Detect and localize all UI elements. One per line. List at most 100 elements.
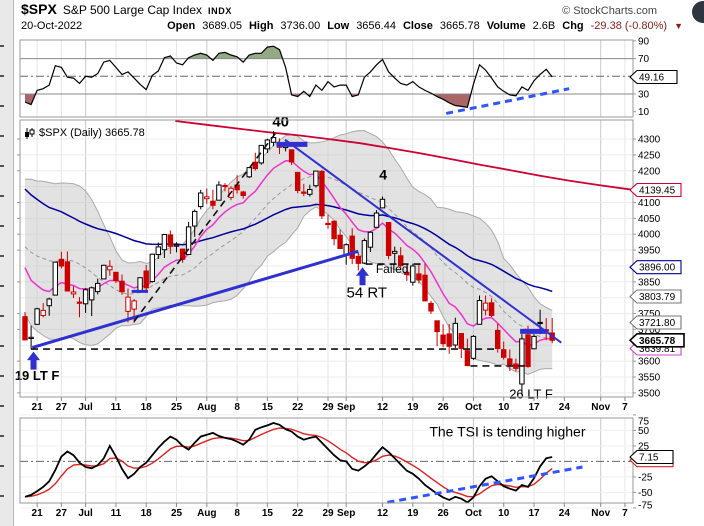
x-axis-label: 10 [498, 402, 510, 413]
x-axis-label: Jul [78, 402, 93, 413]
x-axis-label: 11 [111, 402, 122, 413]
x-axis-label: 21 [32, 508, 44, 519]
svg-text:3721.80: 3721.80 [639, 318, 676, 329]
x-axis-label: 11 [111, 508, 122, 519]
x-axis-label: 7 [622, 402, 628, 413]
chg-label: Chg [562, 20, 584, 32]
x-axis-label: 18 [141, 402, 153, 413]
x-axis-label: 17 [528, 402, 540, 413]
x-axis-label: 21 [32, 402, 44, 413]
annotation-text: 19 LT F [15, 368, 60, 383]
x-axis-label: 25 [171, 508, 183, 519]
momentum-axis-label: 30 [638, 89, 650, 100]
momentum-axis-label: 90 [638, 36, 650, 47]
price-axis-label: 4250 [638, 150, 661, 161]
x-axis-label: Oct [465, 508, 482, 519]
annotation-trendline [31, 249, 359, 349]
price-axis-label: 4000 [638, 230, 661, 241]
x-axis-label: 22 [292, 402, 304, 413]
chg-value: -29.38 (-0.80%) [590, 20, 668, 32]
svg-text:3896.00: 3896.00 [639, 263, 676, 274]
value-flag: 49.16 [629, 69, 678, 85]
x-axis-label: 29 [322, 402, 334, 413]
tsi-axis-label: 75 [638, 417, 650, 428]
x-axis-label: 19 [407, 402, 419, 413]
price-axis-label: 3600 [638, 357, 661, 368]
x-axis: 21 21 27 27 Jul Jul 11 11 18 18 25 25 Aug Aug 8 8 15 15 22… [32, 397, 628, 519]
x-axis-label: Aug [197, 402, 216, 413]
svg-text:4139.45: 4139.45 [639, 185, 676, 196]
x-axis-label: 12 [377, 508, 389, 519]
annotation-text: Failed [376, 262, 409, 276]
tsi-trendline [387, 465, 583, 504]
tsi-axis-label: -50 [638, 488, 653, 499]
high-value: 3736.00 [280, 20, 321, 32]
high-label: High [248, 20, 274, 32]
value-flag: 4139.45 [629, 182, 682, 198]
value-flag: 3665.78 [628, 332, 685, 348]
chart-date: 20-Oct-2022 [21, 20, 83, 32]
annotation-dashed-line [133, 130, 278, 322]
x-axis-label: 8 [234, 508, 240, 519]
bollinger-lower [24, 206, 553, 376]
ema10-line [24, 160, 553, 347]
symbol[interactable]: $SPX [21, 1, 57, 17]
tsi-panel [20, 422, 633, 503]
value-flag: 7.15 [629, 449, 674, 465]
grid-lines [20, 40, 633, 509]
x-axis-label: 15 [262, 402, 274, 413]
x-axis-label: 25 [171, 402, 183, 413]
low-value: 3656.44 [356, 20, 396, 32]
x-axis-label: 24 [559, 508, 571, 519]
x-axis-label: 10 [498, 508, 510, 519]
panel-border [19, 119, 634, 398]
svg-text:3803.79: 3803.79 [639, 292, 676, 303]
x-axis-label: Nov [591, 402, 610, 413]
price-axis-label: 3500 [638, 388, 661, 399]
x-axis-label: 19 [407, 508, 419, 519]
momentum-panel [20, 45, 633, 115]
ema50-line [24, 188, 553, 293]
x-axis-label: 18 [141, 508, 153, 519]
x-axis-label: 17 [528, 508, 540, 519]
momentum-axis-label: 10 [638, 107, 650, 118]
x-axis-label: 27 [56, 402, 68, 413]
momentum-axis-label: 70 [638, 54, 650, 65]
x-axis-label: 24 [559, 402, 571, 413]
main-chart-label-text: $SPX (Daily) 3665.78 [39, 127, 145, 139]
volume-label: Volume [486, 20, 526, 32]
x-axis-label: 22 [292, 508, 304, 519]
momentum-line [24, 45, 553, 108]
tsi-line [24, 422, 553, 503]
up-arrow-icon [27, 351, 40, 370]
value-flag: 3721.80 [629, 315, 682, 330]
x-axis-label: 8 [234, 402, 240, 413]
value-flag: 3896.00 [629, 260, 682, 275]
x-axis-label: Jul [78, 508, 93, 519]
stockcharts-credit[interactable]: © StockCharts.com [562, 5, 657, 17]
x-axis-label: 7 [622, 508, 628, 519]
site-logo-icon[interactable] [692, 1, 704, 23]
x-axis-label: 29 [322, 508, 334, 519]
x-axis-label: Sep [337, 508, 355, 519]
chg-down-triangle-icon: ▼ [674, 21, 683, 31]
tsi-axis-label: 25 [638, 441, 650, 452]
main-chart-label: $SPX (Daily) 3665.78 [24, 127, 145, 139]
annotation-text: 54 RT [347, 285, 388, 302]
svg-text:3639.81: 3639.81 [639, 344, 676, 355]
symbol-name: S&P 500 Large Cap Index [62, 3, 203, 17]
annotation-text: 40 [272, 113, 289, 130]
chart-header: $SPX S&P 500 Large Cap Index INDX © Stoc… [21, 2, 683, 33]
svg-text:3665.78: 3665.78 [639, 336, 676, 347]
close-label: Close [402, 20, 433, 32]
tsi-signal-line [24, 427, 553, 498]
value-flag: 3803.79 [629, 289, 682, 304]
sma200-line [175, 120, 633, 191]
x-axis-label: Oct [465, 402, 482, 413]
x-axis-label: 15 [262, 508, 274, 519]
annotation-trendline [284, 138, 562, 344]
x-axis-label: 26 [438, 508, 450, 519]
price-axis-label: 4300 [638, 135, 661, 146]
